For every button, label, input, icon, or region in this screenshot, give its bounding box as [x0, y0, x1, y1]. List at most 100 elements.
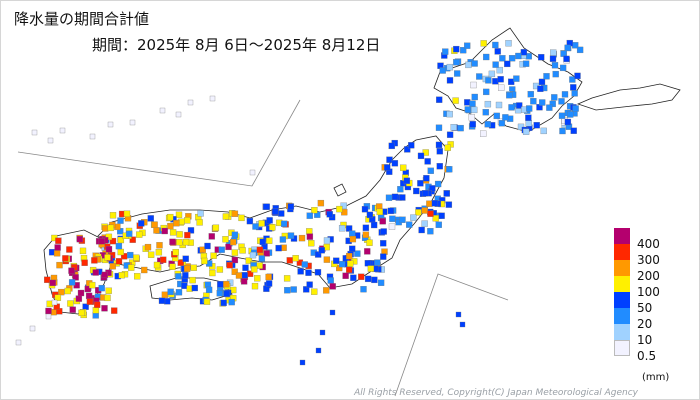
station-marker: [222, 236, 229, 243]
station-marker: [286, 257, 293, 264]
station-marker: [426, 200, 433, 207]
island-station-marker: [249, 169, 256, 176]
station-marker: [495, 101, 503, 109]
island-station-marker: [29, 325, 36, 332]
kuril-outline: [576, 83, 681, 111]
station-marker: [91, 257, 98, 264]
station-marker: [570, 84, 577, 91]
station-marker: [169, 263, 176, 270]
station-marker: [128, 264, 135, 271]
station-marker: [287, 203, 295, 210]
station-marker: [436, 148, 443, 155]
station-marker: [482, 109, 489, 116]
legend-swatch-200: [614, 260, 630, 276]
station-marker: [218, 246, 225, 253]
station-marker: [508, 55, 516, 62]
station-marker: [85, 292, 93, 300]
station-marker: [64, 287, 71, 295]
island-station-marker: [45, 313, 52, 320]
station-marker: [564, 44, 571, 52]
station-marker: [379, 218, 386, 225]
station-marker: [349, 235, 357, 243]
station-marker: [435, 141, 443, 149]
station-marker: [362, 224, 370, 231]
station-marker: [197, 210, 204, 217]
station-marker: [217, 281, 224, 288]
station-marker: [104, 254, 111, 261]
station-marker: [410, 214, 417, 221]
station-marker: [134, 273, 141, 280]
station-marker: [68, 267, 75, 274]
station-marker: [571, 90, 578, 97]
station-marker: [160, 256, 167, 263]
station-marker: [105, 233, 113, 241]
station-marker: [525, 114, 532, 121]
station-marker: [258, 255, 266, 262]
station-marker: [301, 261, 308, 268]
station-marker: [329, 283, 336, 290]
station-marker: [427, 167, 434, 174]
station-marker: [187, 227, 195, 234]
station-marker: [497, 76, 504, 83]
station-marker: [429, 185, 436, 192]
station-marker: [484, 100, 492, 108]
station-marker: [209, 269, 216, 277]
station-marker: [251, 266, 258, 273]
station-marker: [388, 142, 395, 150]
station-marker: [471, 93, 478, 101]
legend-label-100: 100: [637, 285, 660, 299]
station-marker: [446, 63, 454, 71]
station-marker: [181, 282, 188, 289]
station-marker: [408, 142, 415, 149]
station-marker: [540, 127, 547, 135]
station-marker: [105, 287, 112, 294]
station-marker: [442, 48, 449, 55]
station-marker: [191, 284, 198, 292]
station-marker: [156, 242, 163, 249]
station-marker: [346, 252, 353, 260]
station-marker: [421, 190, 429, 197]
station-marker: [220, 299, 227, 307]
station-marker: [223, 280, 230, 288]
station-marker: [111, 307, 118, 314]
island-station-marker: [31, 129, 38, 136]
station-marker: [563, 55, 570, 63]
legend-label-400: 400: [637, 237, 660, 251]
legend-swatch-300: [614, 244, 630, 260]
station-marker: [333, 257, 340, 264]
station-marker: [104, 294, 111, 302]
station-marker: [222, 213, 230, 220]
legend-swatch-400: [614, 228, 630, 244]
station-marker: [245, 257, 252, 264]
island-station-marker: [315, 347, 322, 354]
station-marker: [435, 124, 443, 131]
station-marker: [366, 239, 373, 246]
station-marker: [115, 242, 123, 250]
island-station-marker: [15, 339, 22, 346]
station-marker: [471, 106, 478, 114]
station-marker: [567, 111, 574, 118]
station-marker: [184, 231, 191, 239]
station-marker: [158, 297, 166, 304]
station-marker: [522, 128, 530, 135]
inset-divider-ogasawara: [394, 273, 509, 397]
station-marker: [498, 84, 505, 91]
station-marker: [251, 282, 259, 290]
legend-swatch-10: [614, 324, 630, 340]
station-marker: [516, 102, 523, 109]
station-marker: [69, 306, 76, 313]
station-marker: [123, 210, 131, 217]
station-marker: [265, 280, 273, 287]
station-marker: [496, 66, 503, 74]
station-marker: [432, 215, 439, 222]
station-marker: [223, 290, 231, 298]
station-marker: [249, 251, 257, 259]
station-marker: [520, 49, 528, 56]
station-marker: [436, 163, 443, 170]
station-marker: [570, 127, 577, 134]
station-marker: [476, 73, 483, 80]
station-marker: [167, 288, 174, 295]
station-marker: [415, 209, 422, 216]
station-marker: [182, 255, 189, 262]
station-marker: [454, 70, 461, 77]
